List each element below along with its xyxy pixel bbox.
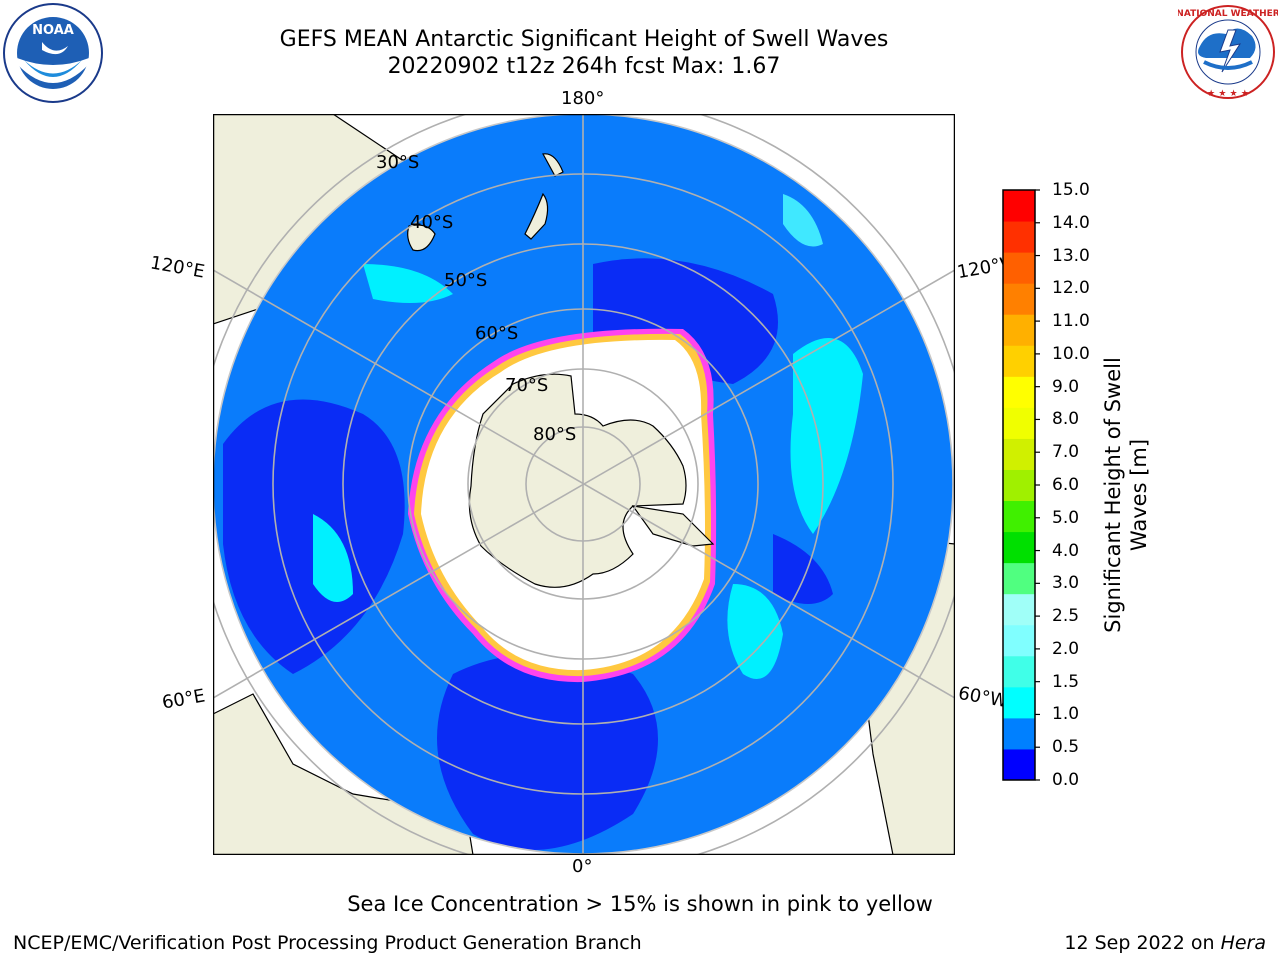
colorbar-tick-label: 14.0 bbox=[1052, 212, 1090, 233]
lon-label-60e: 60°E bbox=[160, 685, 207, 714]
footer-left: NCEP/EMC/Verification Post Processing Pr… bbox=[13, 932, 642, 954]
land-antarctic-peninsula bbox=[631, 505, 715, 547]
colorbar-segment bbox=[1003, 252, 1035, 284]
svg-text:★ ★ ★ ★: ★ ★ ★ ★ bbox=[1207, 89, 1249, 99]
land-new-zealand bbox=[524, 153, 564, 240]
colorbar-tick-label: 3.0 bbox=[1052, 573, 1080, 594]
colorbar-tick-label: 11.0 bbox=[1052, 311, 1090, 332]
colorbar-segment bbox=[1003, 500, 1035, 533]
polar-map bbox=[213, 114, 955, 855]
swell-patch-2 bbox=[727, 584, 783, 679]
colorbar-segment bbox=[1003, 531, 1035, 564]
colorbar-segment bbox=[1003, 593, 1035, 626]
lat-label-30s: 30°S bbox=[376, 152, 420, 173]
colorbar-tick-label: 1.0 bbox=[1052, 704, 1080, 725]
colorbar-tick-label: 15.0 bbox=[1052, 180, 1090, 200]
lat-label-70s: 70°S bbox=[505, 375, 549, 396]
colorbar-segment bbox=[1003, 655, 1035, 688]
colorbar-tick-label: 7.0 bbox=[1052, 442, 1080, 463]
footer-date: 12 Sep 2022 on bbox=[1064, 932, 1221, 954]
colorbar-tick-label: 0.5 bbox=[1052, 737, 1080, 758]
colorbar-segment bbox=[1003, 221, 1035, 253]
colorbar-tick-label: 2.5 bbox=[1052, 606, 1080, 627]
chart-title: GEFS MEAN Antarctic Significant Height o… bbox=[279, 27, 889, 52]
noaa-logo-text: NOAA bbox=[32, 23, 74, 38]
nws-logo: NATIONAL WEATHER ★ ★ ★ ★ bbox=[1178, 5, 1278, 99]
colorbar-segment bbox=[1003, 376, 1035, 408]
lon-label-0: 0° bbox=[572, 856, 593, 877]
colorbar-segment bbox=[1003, 624, 1035, 657]
colorbar-tick-label: 4.0 bbox=[1052, 540, 1080, 561]
colorbar-tick-label: 6.0 bbox=[1052, 475, 1080, 495]
colorbar-tick-label: 12.0 bbox=[1052, 278, 1090, 299]
colorbar-segment bbox=[1003, 314, 1035, 346]
lat-label-60s: 60°S bbox=[475, 323, 519, 344]
lon-label-120e: 120°E bbox=[148, 252, 207, 283]
colorbar-segment bbox=[1003, 407, 1035, 439]
colorbar-tick-label: 1.5 bbox=[1052, 671, 1080, 692]
colorbar-tick-label: 9.0 bbox=[1052, 376, 1080, 397]
svg-text:NATIONAL WEATHER: NATIONAL WEATHER bbox=[1178, 9, 1278, 19]
colorbar-label-line1: Significant Height of Swell bbox=[1101, 357, 1125, 633]
colorbar-segment bbox=[1003, 438, 1035, 470]
colorbar-segment bbox=[1003, 345, 1035, 377]
colorbar-tick-label: 2.0 bbox=[1052, 638, 1080, 659]
lon-label-180: 180° bbox=[561, 88, 605, 109]
map-frame bbox=[213, 114, 955, 855]
footer-machine: Hera bbox=[1220, 932, 1266, 954]
colorbar-label-line2: Waves [m] bbox=[1127, 438, 1151, 552]
colorbar-tick-label: 0.0 bbox=[1052, 770, 1080, 790]
lat-label-40s: 40°S bbox=[410, 212, 454, 233]
colorbar-tick-label: 5.0 bbox=[1052, 507, 1080, 528]
colorbar-tick-label: 8.0 bbox=[1052, 409, 1080, 430]
colorbar bbox=[1002, 189, 1040, 781]
land-tasmania bbox=[407, 224, 436, 252]
colorbar-segment bbox=[1003, 748, 1035, 781]
colorbar-segment bbox=[1003, 686, 1035, 719]
graticule bbox=[213, 114, 955, 855]
lat-label-80s: 80°S bbox=[533, 424, 577, 445]
colorbar-segment bbox=[1003, 190, 1035, 222]
colorbar-label: Significant Height of Swell Waves [m] bbox=[1100, 357, 1160, 633]
colorbar-tick-label: 10.0 bbox=[1052, 343, 1090, 364]
colorbar-segment bbox=[1003, 469, 1035, 502]
colorbar-segment bbox=[1003, 283, 1035, 315]
colorbar-tick-label: 13.0 bbox=[1052, 245, 1090, 266]
noaa-logo: NOAA bbox=[3, 3, 103, 103]
colorbar-segment bbox=[1003, 717, 1035, 750]
chart-subtitle: 20220902 t12z 264h fcst Max: 1.67 bbox=[387, 54, 781, 79]
colorbar-segment bbox=[1003, 562, 1035, 595]
sea-ice-note: Sea Ice Concentration > 15% is shown in … bbox=[347, 892, 933, 916]
lat-label-50s: 50°S bbox=[444, 270, 488, 291]
footer-right: 12 Sep 2022 on Hera bbox=[1064, 932, 1266, 954]
swell-patch-1 bbox=[790, 338, 863, 534]
